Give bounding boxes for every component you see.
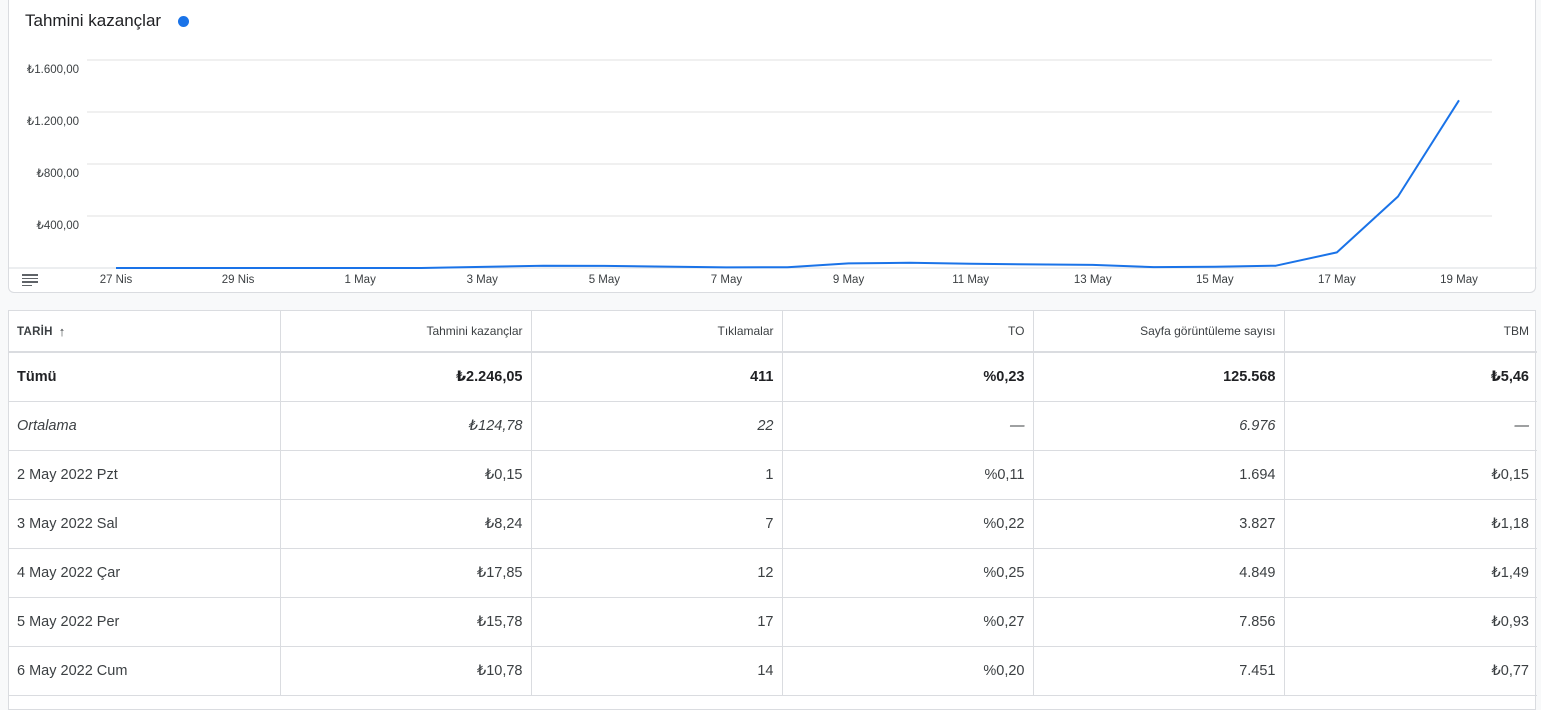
y-tick-label: ₺400,00 xyxy=(37,220,80,232)
table-cell: 14 xyxy=(531,646,783,695)
column-header-date[interactable]: TARİH ↑ xyxy=(9,311,281,353)
x-tick-label: 9 May xyxy=(833,274,865,286)
table-cell: %0,22 xyxy=(782,499,1034,548)
table-cell: ₺0,15 xyxy=(280,450,532,499)
x-tick-label: 15 May xyxy=(1196,274,1234,286)
arrow-up-icon: ↑ xyxy=(58,323,66,339)
table-cell: ₺124,78 xyxy=(280,401,532,450)
table-row[interactable]: 2 May 2022 Pzt ₺0,15 1 %0,11 1.694 ₺0,15 xyxy=(9,450,1537,499)
table-cell: 22 xyxy=(531,401,783,450)
table-cell: ₺8,24 xyxy=(280,499,532,548)
x-tick-label: 11 May xyxy=(952,274,989,286)
y-tick-label: ₺1.200,00 xyxy=(27,116,79,128)
column-header-clicks[interactable]: Tıklamalar xyxy=(531,311,783,353)
table-cell: ₺1,18 xyxy=(1491,515,1529,532)
table-cell: %0,27 xyxy=(782,597,1034,646)
table-cell: 12 xyxy=(531,548,783,597)
table-cell: 5 May 2022 Per xyxy=(9,597,281,646)
report-table: TARİH ↑ Tahmini kazançlar Tıklamalar TO S… xyxy=(9,311,1537,696)
table-row[interactable]: 6 May 2022 Cum ₺10,78 14 %0,20 7.451 ₺0,… xyxy=(9,646,1537,695)
table-cell: 4.849 xyxy=(1033,548,1285,597)
report-table-container: TARİH ↑ Tahmini kazançlar Tıklamalar TO S… xyxy=(8,310,1537,710)
table-cell: %0,23 xyxy=(782,352,1034,401)
table-cell: ₺10,78 xyxy=(280,646,532,695)
x-tick-label: 29 Nis xyxy=(222,274,255,286)
table-row[interactable]: 3 May 2022 Sal ₺8,24 7 %0,22 3.827 ₺1,18 xyxy=(9,499,1537,548)
x-tick-label: 13 May xyxy=(1074,274,1112,286)
column-header-cpc[interactable]: TBM xyxy=(1284,311,1537,353)
table-cell: 1 xyxy=(531,450,783,499)
table-cell: 7 xyxy=(531,499,783,548)
column-header-ctr[interactable]: TO xyxy=(782,311,1034,353)
table-cell: ₺15,78 xyxy=(280,597,532,646)
table-cell: ₺2.246,05 xyxy=(280,352,532,401)
table-cell: %0,25 xyxy=(782,548,1034,597)
table-cell: ₺1,49 xyxy=(1491,564,1529,581)
x-tick-label: 27 Nis xyxy=(100,274,133,286)
x-tick-label: 17 May xyxy=(1318,274,1356,286)
table-cell: 2 May 2022 Pzt xyxy=(9,450,281,499)
table-header-row: TARİH ↑ Tahmini kazançlar Tıklamalar TO S… xyxy=(9,311,1537,353)
table-cell: 7.856 xyxy=(1033,597,1285,646)
earnings-chart-card: Tahmini kazançlar ₺400,00 ₺800,00 ₺1.200,0… xyxy=(8,0,1537,293)
table-cell: 6.976 xyxy=(1033,401,1285,450)
table-row[interactable]: 5 May 2022 Per ₺15,78 17 %0,27 7.856 ₺0,… xyxy=(9,597,1537,646)
table-cell: 3.827 xyxy=(1033,499,1285,548)
table-cell: ₺0,93 xyxy=(1491,613,1529,630)
column-header-pageviews[interactable]: Sayfa görüntüleme sayısı xyxy=(1033,311,1285,353)
x-tick-label: 19 May xyxy=(1440,274,1478,286)
table-cell: ₺0,77 xyxy=(1491,662,1529,679)
chart-title-wrap: Tahmini kazançlar xyxy=(25,11,190,31)
x-tick-label: 1 May xyxy=(345,274,377,286)
table-cell: %0,20 xyxy=(782,646,1034,695)
table-row[interactable]: 4 May 2022 Çar ₺17,85 12 %0,25 4.849 ₺1,… xyxy=(9,548,1537,597)
x-tick-label: 7 May xyxy=(711,274,743,286)
y-tick-label: ₺800,00 xyxy=(37,168,80,180)
table-cell: %0,11 xyxy=(782,450,1034,499)
table-cell: 6 May 2022 Cum xyxy=(9,646,281,695)
table-cell: 4 May 2022 Çar xyxy=(9,548,281,597)
legend-dot-icon[interactable] xyxy=(178,15,190,27)
column-header-label: TARİH xyxy=(17,325,53,338)
y-tick-label: ₺1.600,00 xyxy=(27,64,79,76)
table-cell: 1.694 xyxy=(1033,450,1285,499)
x-tick-label: 5 May xyxy=(589,274,621,286)
table-cell: Ortalama xyxy=(9,401,281,450)
table-cell: ₺0,15 xyxy=(1491,466,1529,483)
table-cell: 3 May 2022 Sal xyxy=(9,499,281,548)
table-cell: ₺5,46 xyxy=(1490,368,1529,385)
earnings-line-chart: ₺400,00 ₺800,00 ₺1.200,00 ₺1.600,00 27 Nis 29… xyxy=(9,59,1537,286)
series-line xyxy=(116,99,1460,269)
x-tick-label: 3 May xyxy=(467,274,499,286)
table-cell: — xyxy=(782,401,1034,450)
table-cell: Tümü xyxy=(9,352,281,401)
table-cell: — xyxy=(1514,417,1530,434)
column-header-earnings[interactable]: Tahmini kazançlar xyxy=(280,311,532,353)
table-cell: 125.568 xyxy=(1033,352,1285,401)
chart-menu-icon[interactable] xyxy=(22,274,38,287)
average-row: Ortalama ₺124,78 22 — 6.976 — xyxy=(9,401,1537,450)
total-row: Tümü ₺2.246,05 411 %0,23 125.568 ₺5,46 xyxy=(9,352,1537,401)
table-cell: 7.451 xyxy=(1033,646,1285,695)
chart-title: Tahmini kazançlar xyxy=(25,11,162,30)
table-cell: 411 xyxy=(531,352,783,401)
table-cell: 17 xyxy=(531,597,783,646)
table-cell: ₺17,85 xyxy=(280,548,532,597)
